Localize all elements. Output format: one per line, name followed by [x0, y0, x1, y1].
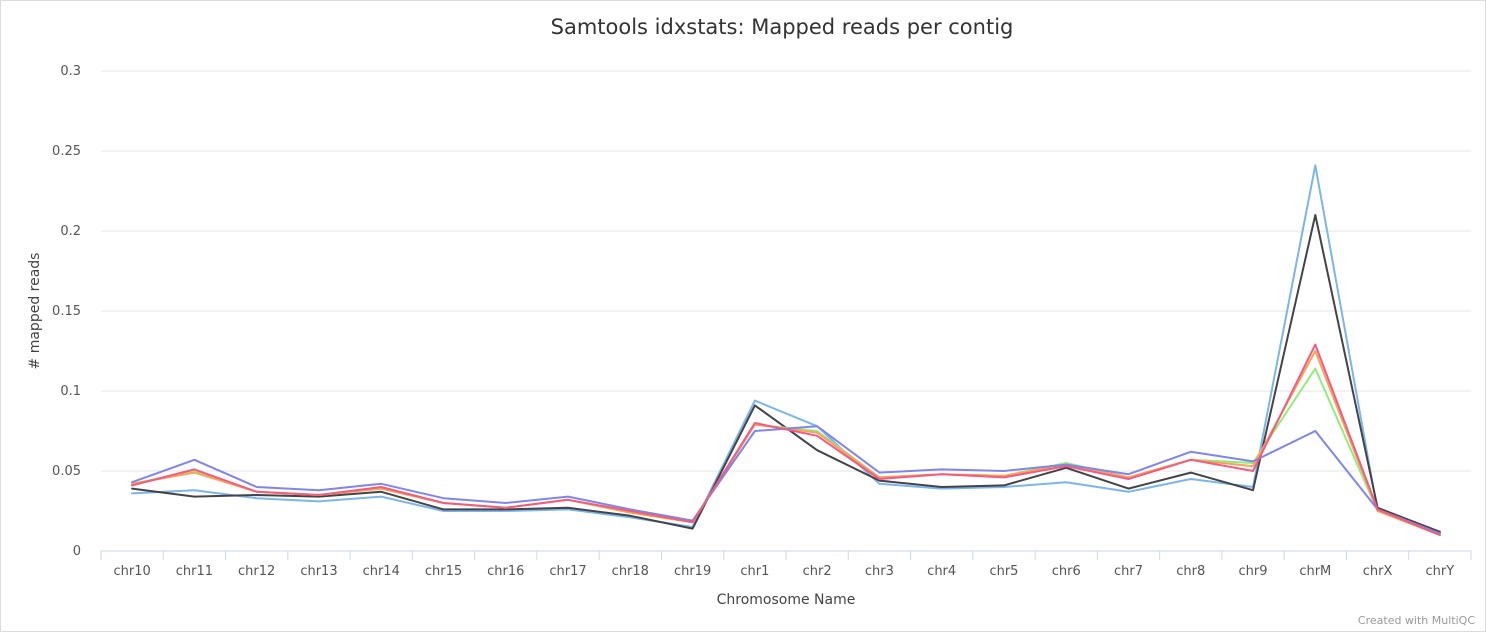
x-tick-label: chr6: [1052, 564, 1081, 579]
x-tick-label: chr19: [674, 564, 711, 579]
x-tick-label: chr18: [612, 564, 649, 579]
x-tick-label: chr15: [425, 564, 462, 579]
x-tick-label: chr3: [865, 564, 894, 579]
x-tick-label: chr9: [1239, 564, 1268, 579]
x-tick-label: chr17: [549, 564, 586, 579]
x-tick-label: chrM: [1299, 564, 1331, 579]
x-tick-label: chr1: [740, 564, 769, 579]
y-axis-title: # mapped reads: [27, 253, 43, 370]
x-tick-label: chr11: [176, 564, 213, 579]
chart-title: Samtools idxstats: Mapped reads per cont…: [551, 15, 1014, 39]
x-tick-label: chr2: [803, 564, 832, 579]
y-tick-label: 0.1: [60, 384, 81, 399]
x-tick-label: chr16: [487, 564, 524, 579]
x-axis-title: Chromosome Name: [717, 592, 856, 608]
x-tick-label: chr7: [1114, 564, 1143, 579]
y-tick-label: 0.05: [52, 464, 81, 479]
series-line-series-blue[interactable]: [131, 164, 1441, 533]
series-line-series-purple[interactable]: [131, 425, 1441, 535]
x-tick-label: chrX: [1363, 564, 1393, 579]
series-lines: [131, 164, 1441, 536]
x-tick-label: chr12: [238, 564, 275, 579]
y-tick-label: 0.25: [52, 144, 81, 159]
x-tick-label: chr13: [300, 564, 337, 579]
series-line-series-black[interactable]: [131, 214, 1441, 533]
series-line-series-green[interactable]: [131, 367, 1441, 536]
x-tick-label: chr5: [989, 564, 1018, 579]
y-tick-label: 0.15: [52, 304, 81, 319]
y-tick-label: 0: [73, 544, 81, 559]
x-tick-label: chr10: [113, 564, 150, 579]
credit-link[interactable]: Created with MultiQC: [1358, 614, 1475, 627]
y-tick-label: 0.2: [60, 224, 81, 239]
y-tick-label: 0.3: [60, 64, 81, 79]
series-line-series-orange[interactable]: [131, 350, 1441, 536]
x-tick-label: chrY: [1426, 564, 1455, 579]
x-tick-label: chr8: [1176, 564, 1205, 579]
x-tick-label: chr4: [927, 564, 956, 579]
grid-lines: [101, 70, 1471, 472]
series-line-series-red[interactable]: [131, 343, 1441, 536]
x-tick-label: chr14: [363, 564, 400, 579]
axes: 0 0.05 0.1 0.15 0.2 0.25 0.3 chr10 chr11 chr12 chr…: [52, 64, 1472, 579]
